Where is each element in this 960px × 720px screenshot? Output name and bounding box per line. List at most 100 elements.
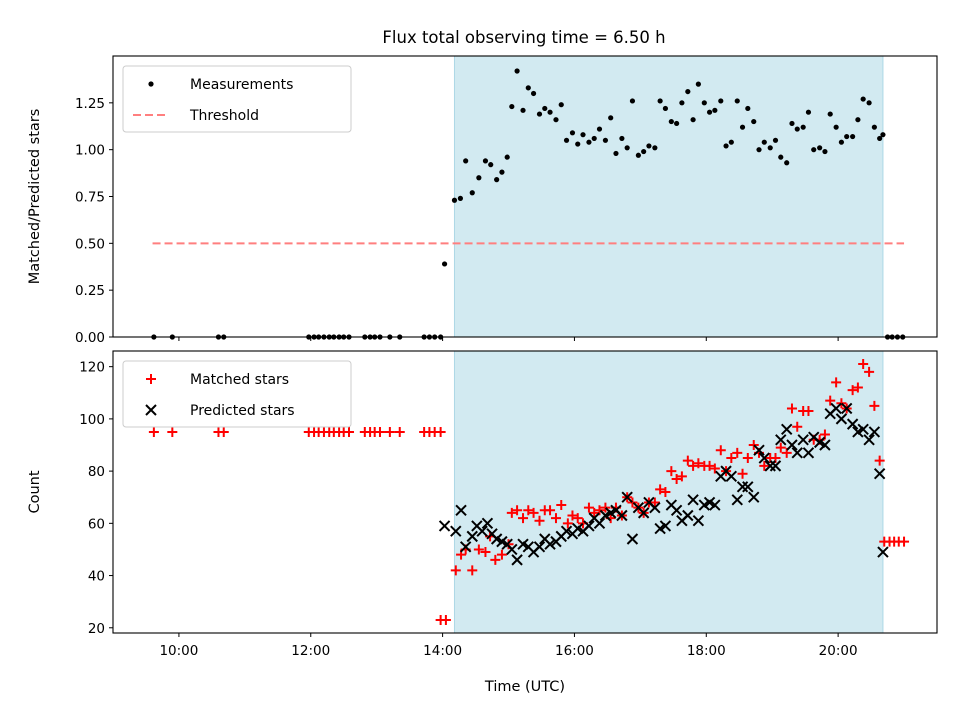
- data-point: [759, 460, 770, 471]
- data-point: [723, 143, 729, 149]
- y-tick-label: 0.75: [75, 190, 105, 206]
- data-point: [530, 90, 537, 97]
- data-point: [718, 98, 724, 104]
- data-point: [624, 145, 630, 151]
- data-point: [583, 520, 595, 532]
- chart-title: Flux total observing time = 6.50 h: [382, 28, 665, 47]
- data-point: [596, 126, 603, 132]
- data-point: [712, 107, 718, 113]
- data-point: [626, 533, 639, 545]
- data-point: [467, 565, 478, 576]
- data-point: [649, 501, 661, 514]
- data-point: [394, 426, 405, 437]
- data-point: [451, 197, 458, 203]
- data-point: [864, 366, 875, 377]
- data-point: [819, 439, 831, 451]
- data-point: [751, 118, 757, 125]
- data-point: [899, 536, 910, 547]
- y-tick-label: 1.25: [75, 96, 105, 112]
- data-point: [544, 538, 556, 550]
- data-point: [761, 139, 767, 145]
- data-point: [877, 546, 889, 558]
- data-point: [600, 502, 611, 513]
- legend-plus-marker: [146, 374, 156, 384]
- data-point: [860, 96, 866, 102]
- data-point: [685, 88, 691, 95]
- data-point: [690, 117, 696, 123]
- data-point: [726, 453, 737, 464]
- data-point: [575, 141, 581, 147]
- data-point: [641, 148, 647, 155]
- data-point: [473, 544, 484, 555]
- data-point: [525, 85, 531, 91]
- data-point: [646, 143, 652, 149]
- data-point: [586, 139, 592, 145]
- data-point: [830, 402, 842, 415]
- data-point: [533, 541, 546, 553]
- data-point: [563, 137, 570, 143]
- data-point: [811, 147, 817, 153]
- data-point: [742, 453, 753, 464]
- data-point: [769, 460, 782, 472]
- data-point: [466, 530, 478, 543]
- data-point: [481, 517, 494, 530]
- data-point: [545, 505, 556, 516]
- data-point: [450, 565, 461, 576]
- data-point: [556, 500, 567, 511]
- y-tick-label: 40: [88, 569, 105, 585]
- data-point: [469, 190, 475, 196]
- data-point: [695, 81, 701, 87]
- data-point: [506, 543, 518, 556]
- data-point: [805, 109, 812, 115]
- data-point: [580, 132, 586, 138]
- data-point: [732, 447, 743, 458]
- data-point: [836, 398, 847, 409]
- data-point: [786, 403, 797, 414]
- data-point: [758, 452, 770, 464]
- data-point: [506, 507, 517, 518]
- data-point: [435, 426, 446, 437]
- data-point: [550, 513, 561, 524]
- data-point: [674, 120, 680, 127]
- data-point: [662, 105, 669, 112]
- data-point: [827, 111, 833, 117]
- data-point: [613, 150, 619, 157]
- data-point: [778, 154, 784, 160]
- data-point: [569, 130, 576, 136]
- data-point: [440, 614, 451, 625]
- data-point: [523, 505, 534, 516]
- data-point: [627, 497, 638, 508]
- data-point: [693, 458, 704, 469]
- data-point: [822, 148, 828, 155]
- data-point: [709, 499, 721, 511]
- data-point: [791, 447, 803, 459]
- data-point: [725, 470, 738, 483]
- data-point: [866, 100, 872, 106]
- data-point: [855, 117, 861, 123]
- data-point: [528, 507, 539, 518]
- data-point: [589, 507, 600, 518]
- data-point: [509, 103, 515, 110]
- axes-frame: [112, 350, 938, 634]
- data-point: [873, 468, 886, 480]
- data-point: [858, 359, 869, 370]
- series-predicted-stars: [438, 402, 889, 566]
- data-point: [687, 494, 699, 506]
- data-point: [649, 497, 660, 508]
- y-tick-label: 1.00: [75, 143, 105, 159]
- data-point: [504, 154, 510, 160]
- y-tick-label: 120: [79, 360, 105, 376]
- data-point: [635, 152, 641, 158]
- data-point: [455, 504, 467, 516]
- data-point: [476, 175, 482, 181]
- data-point: [476, 525, 488, 537]
- data-point: [767, 145, 773, 151]
- data-point: [780, 423, 793, 436]
- data-point: [701, 100, 707, 106]
- data-point: [877, 135, 883, 142]
- legend: Matched stars Predicted stars: [122, 360, 352, 428]
- data-point: [850, 133, 856, 140]
- data-point: [737, 468, 748, 479]
- data-point: [840, 402, 853, 415]
